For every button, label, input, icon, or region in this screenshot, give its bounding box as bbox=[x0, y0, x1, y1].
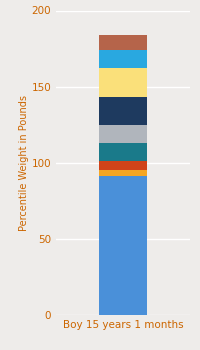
Bar bbox=[99, 161, 147, 170]
Bar bbox=[99, 35, 147, 50]
Bar bbox=[99, 143, 147, 161]
Bar bbox=[99, 176, 147, 315]
Bar bbox=[99, 125, 147, 143]
Bar bbox=[99, 97, 147, 125]
Bar bbox=[99, 170, 147, 176]
Y-axis label: Percentile Weight in Pounds: Percentile Weight in Pounds bbox=[19, 95, 29, 231]
Bar bbox=[99, 68, 147, 97]
Bar bbox=[99, 50, 147, 68]
